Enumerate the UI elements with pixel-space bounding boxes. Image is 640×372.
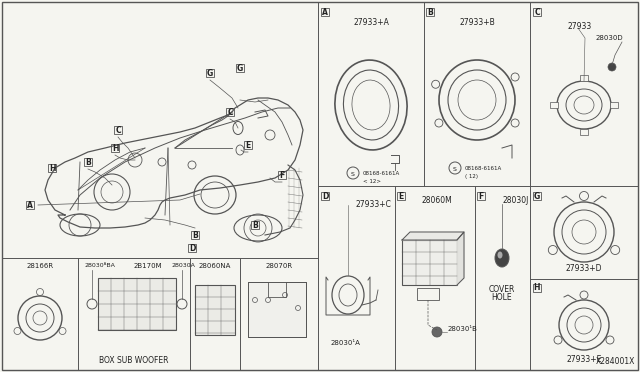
Bar bbox=[610, 102, 618, 108]
Bar bbox=[48, 164, 56, 172]
Bar bbox=[580, 129, 588, 135]
Text: A: A bbox=[322, 7, 328, 16]
Bar bbox=[533, 284, 541, 292]
Text: G: G bbox=[207, 68, 213, 77]
Text: 28030¹A: 28030¹A bbox=[330, 340, 360, 346]
Bar bbox=[244, 141, 252, 149]
Circle shape bbox=[608, 63, 616, 71]
Bar bbox=[236, 64, 244, 72]
Circle shape bbox=[432, 327, 442, 337]
Text: 27933+A: 27933+A bbox=[353, 18, 389, 27]
Text: 2B170M: 2B170M bbox=[134, 263, 163, 269]
Bar bbox=[426, 8, 434, 16]
Bar bbox=[111, 144, 119, 152]
Text: H: H bbox=[112, 144, 118, 153]
Text: HOLE: HOLE bbox=[492, 293, 512, 302]
Bar bbox=[533, 192, 541, 200]
Text: 28060M: 28060M bbox=[422, 196, 452, 205]
Bar bbox=[321, 192, 329, 200]
Bar bbox=[114, 126, 122, 134]
Text: F: F bbox=[478, 192, 484, 201]
FancyBboxPatch shape bbox=[195, 285, 235, 335]
Bar bbox=[26, 201, 34, 209]
FancyBboxPatch shape bbox=[417, 288, 439, 300]
Text: D: D bbox=[322, 192, 328, 201]
Text: F: F bbox=[280, 170, 285, 180]
Text: E: E bbox=[245, 141, 251, 150]
Text: 28166R: 28166R bbox=[26, 263, 54, 269]
Text: S: S bbox=[351, 171, 355, 176]
Text: BOX SUB WOOFER: BOX SUB WOOFER bbox=[99, 356, 169, 365]
Bar bbox=[533, 8, 541, 16]
Bar bbox=[226, 108, 234, 116]
Ellipse shape bbox=[495, 249, 509, 267]
Bar bbox=[84, 158, 92, 166]
Polygon shape bbox=[402, 232, 464, 240]
Text: 28030D: 28030D bbox=[596, 35, 623, 41]
Text: 28070R: 28070R bbox=[266, 263, 292, 269]
FancyBboxPatch shape bbox=[248, 282, 306, 337]
Text: 28060NA: 28060NA bbox=[199, 263, 231, 269]
Text: 08168-6161A: 08168-6161A bbox=[465, 166, 502, 171]
Bar bbox=[550, 102, 558, 108]
Text: H: H bbox=[49, 164, 55, 173]
Text: COVER: COVER bbox=[489, 285, 515, 294]
Text: 28030A: 28030A bbox=[171, 263, 195, 268]
Bar bbox=[191, 231, 199, 239]
Bar bbox=[251, 221, 259, 229]
Bar bbox=[580, 75, 588, 81]
Ellipse shape bbox=[497, 251, 502, 259]
Text: 27933+C: 27933+C bbox=[356, 200, 392, 209]
Text: B: B bbox=[85, 157, 91, 167]
Text: 28030¹B: 28030¹B bbox=[448, 326, 478, 332]
Text: G: G bbox=[534, 192, 540, 201]
Text: C: C bbox=[534, 7, 540, 16]
Text: B: B bbox=[252, 221, 258, 230]
Text: 28030ᴬBA: 28030ᴬBA bbox=[84, 263, 115, 268]
Text: < 12>: < 12> bbox=[363, 179, 381, 184]
Text: G: G bbox=[237, 64, 243, 73]
Text: A: A bbox=[27, 201, 33, 209]
Text: 28030J: 28030J bbox=[503, 196, 529, 205]
Bar bbox=[397, 192, 405, 200]
Text: B: B bbox=[427, 7, 433, 16]
Text: ( 12): ( 12) bbox=[465, 174, 478, 179]
Text: H: H bbox=[534, 283, 540, 292]
FancyBboxPatch shape bbox=[98, 278, 176, 330]
Bar bbox=[188, 244, 196, 252]
Bar bbox=[321, 8, 329, 16]
Text: C: C bbox=[115, 125, 121, 135]
Text: B: B bbox=[192, 231, 198, 240]
Text: X284001X: X284001X bbox=[596, 357, 635, 366]
Text: E: E bbox=[398, 192, 404, 201]
Text: C: C bbox=[227, 108, 233, 116]
Text: 27933+B: 27933+B bbox=[459, 18, 495, 27]
Text: 27933: 27933 bbox=[568, 22, 592, 31]
Bar bbox=[477, 192, 485, 200]
Polygon shape bbox=[457, 232, 464, 285]
Bar bbox=[206, 69, 214, 77]
Bar bbox=[278, 171, 286, 179]
Text: 27933+E: 27933+E bbox=[566, 355, 602, 364]
Text: 27933+D: 27933+D bbox=[566, 264, 602, 273]
Text: S: S bbox=[453, 167, 457, 171]
FancyBboxPatch shape bbox=[402, 240, 457, 285]
Text: 08168-6161A: 08168-6161A bbox=[363, 171, 400, 176]
Text: D: D bbox=[189, 244, 195, 253]
